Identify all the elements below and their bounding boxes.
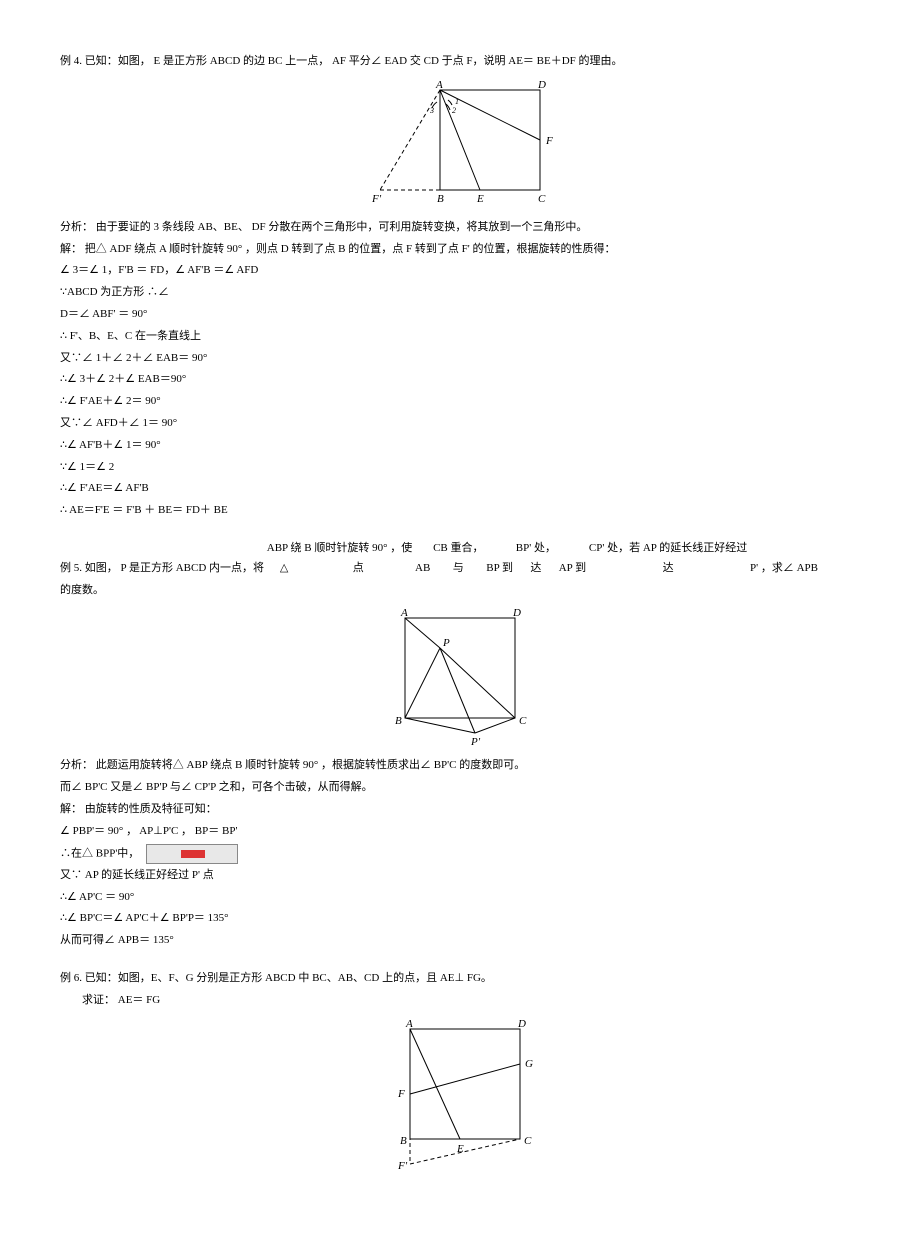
ex5-title: 例 5. 如图， P 是正方形 ABCD 内一点，将 ABP 绕 △ B 顺时针… bbox=[60, 539, 860, 579]
e6E: E bbox=[456, 1143, 464, 1155]
ex4-solve-head: 解： 把△ ADF 绕点 A 顺时针旋转 90° ，则点 D 转到了点 B 的位… bbox=[60, 240, 860, 260]
ex5-tail: 的度数。 bbox=[60, 581, 860, 601]
ex6-figure: A D B C E F G F' bbox=[370, 1019, 550, 1179]
lblF: F bbox=[545, 135, 553, 147]
ex4-l6: ∴∠ 3＋∠ 2＋∠ EAB＝90° bbox=[60, 370, 860, 390]
ex4-l5: 又∵∠ 1＋∠ 2＋∠ EAB＝ 90° bbox=[60, 349, 860, 369]
ex5-l3: ∠ PBP'＝ 90° ， AP⊥P'C ， BP＝ BP' bbox=[60, 822, 860, 842]
e5A: A bbox=[400, 608, 408, 619]
ex4-l7: ∴∠ F'AE＋∠ 2＝ 90° bbox=[60, 392, 860, 412]
ex5-l4-text: ∴在△ BPP'中， bbox=[60, 847, 139, 859]
lblE: E bbox=[476, 193, 484, 205]
ex5-l1: 而∠ BP'C 又是∠ BP'P 与∠ CP'P 之和，可各个击破，从而得解。 bbox=[60, 778, 860, 798]
inline-image-icon bbox=[146, 844, 238, 864]
e6C: C bbox=[524, 1135, 532, 1147]
lblFp: F' bbox=[371, 193, 382, 205]
ex5-l5: 又∵ AP 的延长线正好经过 P' 点 bbox=[60, 866, 860, 886]
s6: 达 bbox=[530, 562, 541, 574]
lbl3: 3 bbox=[429, 106, 434, 115]
ex4-l12: ∴ AE＝F'E ＝ F'B ＋ BE＝ FD＋ BE bbox=[60, 501, 860, 521]
lbl1: 1 bbox=[455, 97, 459, 106]
ex4-l3: D＝∠ ABF' ＝ 90° bbox=[60, 305, 860, 325]
t9: P' ，求∠ APB bbox=[750, 562, 818, 574]
ex5-l6: ∴∠ AP'C ＝ 90° bbox=[60, 888, 860, 908]
ex6-l1: 求证： AE＝ FG bbox=[60, 991, 860, 1011]
t7: AP 到 bbox=[559, 562, 586, 574]
lblA: A bbox=[435, 80, 443, 91]
ex4-title: 例 4. 已知：如图， E 是正方形 ABCD 的边 BC 上一点， AF 平分… bbox=[60, 52, 860, 72]
e5C: C bbox=[519, 715, 527, 727]
e6A: A bbox=[405, 1019, 413, 1030]
lbl2: 2 bbox=[452, 106, 456, 115]
ex5-figure: A D B C P P' bbox=[375, 608, 545, 748]
ex4-l10: ∵∠ 1＝∠ 2 bbox=[60, 458, 860, 478]
s1: △ bbox=[280, 562, 288, 574]
e6G: G bbox=[525, 1058, 533, 1070]
ex4-l2: ∵ABCD 为正方形 ∴∠ bbox=[60, 283, 860, 303]
e5D: D bbox=[512, 608, 521, 619]
e6Fp: F' bbox=[397, 1160, 408, 1172]
lblD: D bbox=[537, 80, 546, 91]
lblB: B bbox=[437, 193, 444, 205]
e5B: B bbox=[395, 715, 402, 727]
t6: BP' 处， bbox=[516, 542, 556, 554]
ex4-figure: A D B C E F F' 1 2 3 bbox=[340, 80, 580, 210]
e6F: F bbox=[397, 1088, 405, 1100]
t8: CP' 处，若 AP 的延长线正好经过 bbox=[589, 542, 747, 554]
ex4-analysis: 分析： 由于要证的 3 条线段 AB、BE、 DF 分散在两个三角形中，可利用旋… bbox=[60, 218, 860, 238]
ex5-l2: 解： 由旋转的性质及特征可知： bbox=[60, 800, 860, 820]
ex5-l4: ∴在△ BPP'中， bbox=[60, 844, 860, 864]
t3: AB bbox=[415, 562, 430, 574]
ex4-l9: ∴∠ AF'B＋∠ 1＝ 90° bbox=[60, 436, 860, 456]
ex4-l8: 又∵∠ AFD＋∠ 1＝ 90° bbox=[60, 414, 860, 434]
t0: 例 5. 如图， P 是正方形 ABCD 内一点，将 bbox=[60, 562, 264, 574]
ex4-l1: ∠ 3＝∠ 1，F'B ＝ FD，∠ AF'B ＝∠ AFD bbox=[60, 261, 860, 281]
ex5-l8: 从而可得∠ APB＝ 135° bbox=[60, 931, 860, 951]
lblC: C bbox=[538, 193, 546, 205]
ex5-analysis: 分析： 此题运用旋转将△ ABP 绕点 B 顺时针旋转 90° ，根据旋转性质求… bbox=[60, 756, 860, 776]
s8: 达 bbox=[663, 562, 674, 574]
ex5-l7: ∴∠ BP'C＝∠ AP'C＋∠ BP'P＝ 135° bbox=[60, 909, 860, 929]
e6D: D bbox=[517, 1019, 526, 1030]
ex6-title: 例 6. 已知：如图，E、F、G 分别是正方形 ABCD 中 BC、AB、CD … bbox=[60, 969, 860, 989]
t1: ABP 绕 bbox=[267, 542, 302, 554]
ex4-l4: ∴ F'、B、E、C 在一条直线上 bbox=[60, 327, 860, 347]
e6B: B bbox=[400, 1135, 407, 1147]
t5: BP 到 bbox=[486, 562, 513, 574]
e5Pp: P' bbox=[470, 736, 481, 748]
s4: 与 bbox=[453, 562, 464, 574]
e5P: P bbox=[442, 637, 450, 649]
t4: CB 重合， bbox=[433, 542, 483, 554]
t2: B 顺时针旋转 90° ，使 bbox=[304, 542, 412, 554]
ex4-l11: ∴∠ F'AE＝∠ AF'B bbox=[60, 479, 860, 499]
s2: 点 bbox=[353, 562, 364, 574]
